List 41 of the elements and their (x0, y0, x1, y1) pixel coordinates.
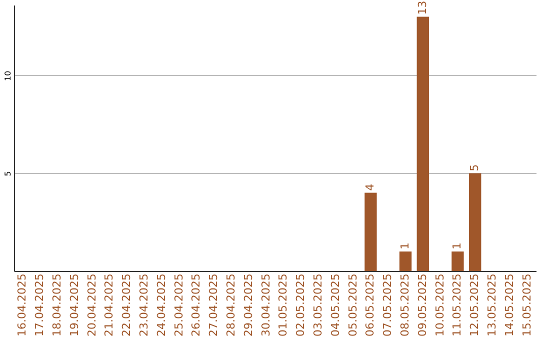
x-tick-label: 06.05.2025 (364, 274, 377, 336)
x-tick-label: 12.05.2025 (468, 274, 482, 336)
x-tick-label: 10.05.2025 (433, 274, 446, 336)
y-tick-label: 10 (4, 70, 12, 82)
bar (452, 251, 464, 271)
x-tick-label: 24.04.2025 (154, 274, 168, 336)
x-tick-label: 02.05.2025 (294, 274, 308, 336)
x-tick-label: 04.05.2025 (328, 274, 342, 336)
x-tick-label: 11.05.2025 (450, 274, 464, 336)
x-tick-label: 21.04.2025 (102, 274, 116, 336)
data-label: 13 (416, 0, 429, 15)
data-label: 1 (450, 242, 464, 250)
x-tick-label: 26.04.2025 (190, 274, 203, 336)
x-tick-label: 07.05.2025 (381, 274, 394, 336)
x-tick-label: 23.04.2025 (138, 274, 150, 336)
data-label: 5 (468, 164, 482, 172)
x-tick-label: 19.04.2025 (68, 274, 81, 336)
x-tick-label: 05.05.2025 (346, 274, 360, 336)
x-tick-label: 30.04.2025 (259, 274, 272, 336)
data-label: 1 (398, 242, 412, 250)
x-tick-label: 09.05.2025 (416, 274, 429, 336)
x-tick-label: 17.04.2025 (33, 274, 46, 336)
bar (399, 251, 412, 271)
x-tick-label: 08.05.2025 (398, 274, 412, 336)
x-tick-label: 25.04.2025 (172, 274, 186, 336)
bar (469, 173, 482, 271)
x-tick-label: 20.04.2025 (85, 274, 98, 336)
x-tick-label: 15.05.2025 (520, 274, 534, 336)
x-tick-label: 18.04.2025 (50, 274, 64, 336)
x-tick-label: 03.05.2025 (312, 274, 324, 336)
x-tick-label: 01.05.2025 (276, 274, 290, 336)
x-tick-label: 13.05.2025 (486, 274, 498, 336)
x-tick-label: 22.04.2025 (120, 274, 134, 336)
x-tick-label: 28.04.2025 (224, 274, 238, 336)
bar (416, 16, 429, 271)
x-tick-label: 29.04.2025 (242, 274, 255, 336)
bar (364, 192, 377, 271)
data-label: 4 (364, 184, 377, 191)
x-tick-label: 16.04.2025 (16, 274, 29, 336)
x-tick-label: 14.05.2025 (502, 274, 516, 336)
x-tick-label: 27.04.2025 (207, 274, 220, 336)
